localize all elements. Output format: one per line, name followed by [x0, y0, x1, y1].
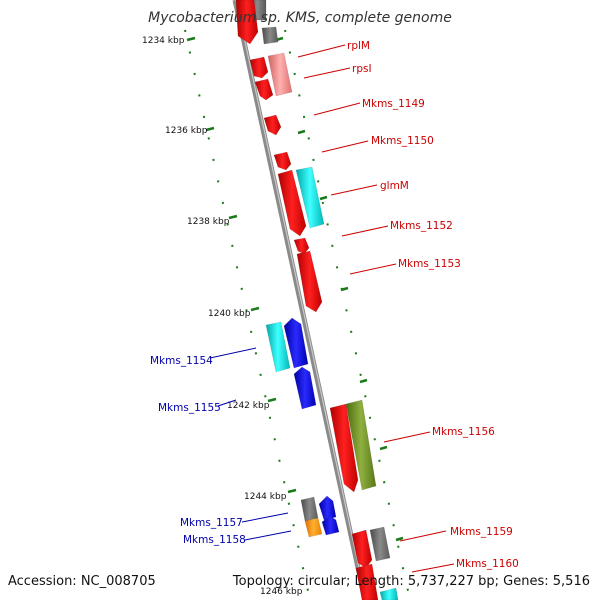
gene-label: Mkms_1152	[390, 220, 453, 232]
leader-line	[209, 347, 257, 359]
leader-line	[217, 399, 237, 407]
gene-arrow	[249, 56, 269, 79]
gene-arrow	[345, 399, 377, 491]
leader-line	[330, 184, 378, 196]
gene-arrow	[304, 517, 323, 538]
genome-summary-text: Topology: circular; Length: 5,737,227 bp…	[232, 574, 590, 589]
tick-mark	[186, 36, 196, 42]
accession-text: Accession: NC_008705	[8, 574, 156, 589]
tick-mark	[340, 286, 349, 292]
leader-line	[399, 530, 447, 542]
gene-labels: rplM rpsI Mkms_1149 Mkms_1150 glmM Mkms_…	[150, 40, 519, 570]
gene-label: Mkms_1154	[150, 355, 213, 367]
leader-line	[244, 530, 292, 541]
gene-arrow	[261, 26, 279, 45]
leader-line	[303, 67, 351, 79]
gene-arrow	[369, 526, 391, 562]
tick-mark	[319, 195, 328, 201]
gene-arrow	[235, 0, 259, 45]
leader-line	[411, 563, 455, 573]
tick-mark	[379, 445, 388, 451]
gene-arrow	[295, 166, 325, 229]
leader-line	[241, 512, 289, 523]
gene-label: Mkms_1155	[158, 402, 221, 414]
axis-label: 1242 kbp	[227, 401, 270, 411]
tick-mark	[228, 214, 238, 220]
leader-line	[349, 263, 397, 275]
gene-label: Mkms_1156	[432, 426, 495, 438]
gene-label: Mkms_1160	[456, 558, 519, 570]
tick-mark	[250, 306, 260, 312]
tick-mark	[359, 378, 368, 384]
leader-line	[321, 140, 369, 153]
gene-features	[235, 0, 399, 600]
gene-arrow	[351, 529, 373, 569]
gene-arrow	[273, 151, 292, 171]
gene-arrow	[296, 250, 323, 313]
axis-label: 1238 kbp	[187, 217, 230, 227]
genome-backbone	[232, 0, 368, 600]
gene-label: Mkms_1150	[371, 135, 434, 147]
gene-label: Mkms_1158	[183, 534, 246, 546]
leader-line	[383, 431, 431, 443]
gene-arrow	[283, 317, 309, 369]
genome-backbone-highlight	[235, 0, 367, 600]
gene-arrow	[321, 515, 340, 536]
gene-label: glmM	[380, 180, 409, 192]
gene-arrow	[355, 563, 379, 600]
gene-label: rpsI	[352, 63, 372, 75]
gene-label: Mkms_1153	[398, 258, 461, 270]
gene-arrow	[293, 237, 310, 255]
axis-ticks: 1234 kbp 1236 kbp 1238 kbp 1240 kbp 1242…	[142, 36, 404, 597]
gene-arrow	[379, 587, 399, 600]
gene-label: Mkms_1157	[180, 517, 243, 529]
gene-arrow	[254, 78, 274, 101]
map-title: Mycobacterium sp. KMS, complete genome	[148, 10, 452, 26]
leader-lines	[209, 44, 455, 573]
leader-line	[341, 225, 389, 237]
gene-arrow	[267, 52, 293, 97]
gene-label: Mkms_1159	[450, 526, 513, 538]
leader-line	[313, 102, 361, 116]
tick-mark	[395, 536, 404, 542]
axis-label: 1246 kbp	[260, 587, 303, 597]
axis-label: 1240 kbp	[208, 309, 251, 319]
tick-mark	[287, 488, 297, 494]
gene-arrow	[263, 114, 282, 136]
gene-arrow	[265, 321, 291, 373]
tick-mark	[205, 126, 215, 132]
axis-label: 1244 kbp	[244, 492, 287, 502]
gene-label: rplM	[347, 40, 370, 52]
gene-arrow	[300, 496, 319, 522]
gene-label: Mkms_1149	[362, 98, 425, 110]
axis-label: 1236 kbp	[165, 126, 208, 136]
gene-arrow	[318, 495, 337, 521]
leader-line	[297, 44, 346, 58]
tick-mark	[297, 129, 306, 135]
gene-arrow	[293, 366, 317, 410]
tick-mark	[267, 397, 277, 403]
gene-arrow	[277, 169, 307, 237]
axis-label: 1234 kbp	[142, 36, 185, 46]
gene-arrow	[329, 403, 359, 493]
